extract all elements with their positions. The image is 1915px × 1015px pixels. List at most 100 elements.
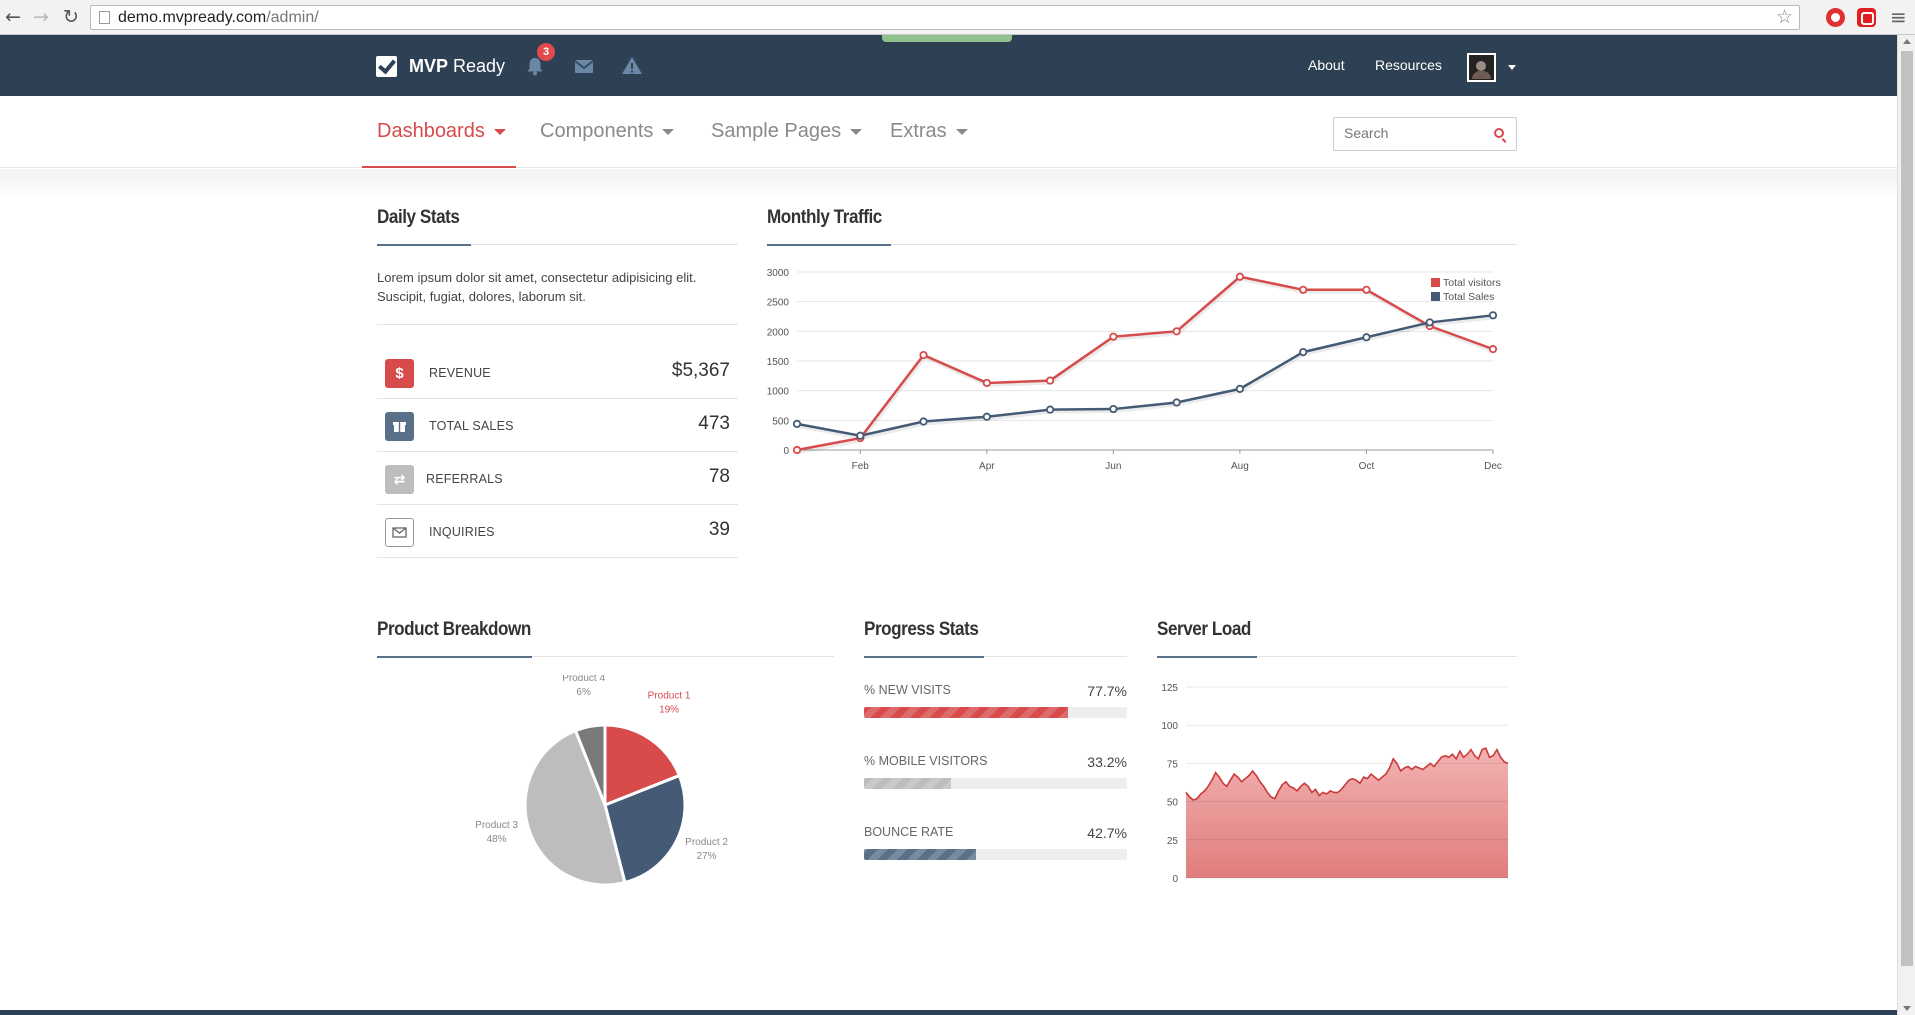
section-divider (1157, 656, 1517, 658)
x-tick-label: Jun (1105, 461, 1121, 472)
section-divider (767, 244, 1517, 246)
header-tab-indicator (882, 35, 1012, 42)
address-bar[interactable]: demo.mvpready.com/admin/ ☆ (90, 5, 1800, 30)
section-divider (377, 656, 834, 658)
resources-link[interactable]: Resources (1375, 57, 1442, 73)
data-point (1235, 384, 1245, 393)
section-divider (377, 324, 738, 325)
brand-logo[interactable]: MVP Ready (376, 53, 505, 79)
dollar-icon: $ (385, 359, 414, 388)
stat-value: 39 (708, 519, 730, 540)
extension-icon[interactable] (1826, 8, 1845, 27)
nav-components-label: Components (540, 120, 654, 142)
pie-percent-label: 27% (697, 851, 717, 862)
section-divider (377, 244, 738, 246)
pie-label: Product 1 (648, 691, 691, 702)
scroll-up-icon[interactable] (1903, 39, 1911, 44)
page-icon (99, 11, 110, 24)
data-point (982, 412, 991, 421)
extension-icon[interactable] (1857, 8, 1876, 27)
y-tick-label: 100 (1161, 721, 1178, 732)
brand-name-light: Ready (453, 55, 506, 76)
y-tick-label: 25 (1167, 836, 1179, 847)
progress-value: 42.7% (1087, 825, 1127, 841)
data-point (1045, 405, 1055, 414)
data-point (1109, 332, 1118, 341)
data-point (1362, 285, 1371, 294)
stat-label: TOTAL SALES (429, 419, 514, 433)
data-point (982, 378, 991, 388)
data-point (1235, 272, 1245, 281)
bell-icon[interactable] (524, 55, 546, 77)
data-point (1172, 327, 1181, 336)
chevron-down-icon[interactable] (1508, 65, 1516, 70)
progress-track (864, 849, 1127, 860)
warning-icon[interactable] (621, 55, 643, 77)
product-breakdown-chart: Product 1 19% Product 2 27% Product 3 48% Prod… (430, 673, 750, 915)
y-tick-label: 3000 (767, 268, 790, 279)
back-arrow-icon[interactable]: ← (5, 6, 21, 28)
nav-components[interactable]: Components (540, 120, 675, 143)
x-tick-label: Dec (1484, 461, 1502, 472)
x-tick-label: Aug (1231, 461, 1249, 472)
server-load-chart: 0 25 50 75 100 125 (1150, 670, 1520, 895)
reload-icon[interactable]: ↻ (63, 6, 79, 28)
y-tick-label: 0 (1172, 874, 1178, 885)
pie-label: Product 3 (475, 820, 518, 831)
pie-percent-label: 19% (659, 705, 679, 716)
search-icon[interactable] (1494, 128, 1504, 138)
y-tick-label: 1500 (767, 357, 790, 368)
y-tick-label: 2500 (767, 298, 790, 309)
data-point (1299, 285, 1308, 294)
daily-stats-title: Daily Stats (377, 207, 460, 228)
y-tick-label: 50 (1167, 798, 1179, 809)
progress-label: % MOBILE VISITORS (864, 754, 988, 768)
nav-dashboards-label: Dashboards (377, 120, 485, 142)
brand-name-bold: MVP (409, 55, 449, 76)
x-tick-label: Feb (852, 461, 870, 472)
bookmark-star-icon[interactable]: ☆ (1775, 6, 1793, 28)
page-scrollbar[interactable] (1897, 35, 1915, 1015)
browser-menu-icon[interactable]: ≡ (1890, 5, 1907, 29)
avatar[interactable] (1467, 53, 1496, 82)
content-shadow (0, 169, 1897, 199)
legend-label: Total Sales (1443, 291, 1494, 303)
app-header (0, 35, 1897, 96)
x-tick-label: Apr (979, 461, 995, 472)
monthly-traffic-chart: 0 500 1000 1500 2000 2500 3000 Feb Apr Jun Aug Oct D… (755, 258, 1525, 578)
search-input[interactable] (1344, 125, 1494, 141)
progress-track (864, 707, 1127, 718)
x-tick-label: Oct (1359, 461, 1375, 472)
nav-extras[interactable]: Extras (890, 120, 968, 143)
legend-label: Total visitors (1443, 277, 1501, 289)
nav-sample-pages[interactable]: Sample Pages (711, 120, 863, 143)
section-divider (864, 656, 1127, 658)
data-point (1488, 311, 1498, 320)
legend-swatch (1431, 278, 1440, 287)
scrollbar-thumb[interactable] (1901, 51, 1913, 966)
data-point (919, 350, 928, 360)
search-box (1333, 117, 1517, 151)
nav-dashboards[interactable]: Dashboards (377, 120, 506, 143)
series-line (796, 314, 1494, 438)
about-link[interactable]: About (1308, 57, 1345, 73)
y-tick-label: 0 (783, 446, 789, 457)
y-tick-label: 2000 (767, 327, 790, 338)
product-breakdown-title: Product Breakdown (377, 619, 531, 640)
browser-toolbar: ← → ↻ demo.mvpready.com/admin/ ☆ ≡ (0, 0, 1915, 35)
envelope-icon[interactable] (573, 55, 595, 77)
gift-icon (385, 412, 414, 441)
progress-stats-title: Progress Stats (864, 619, 979, 640)
envelope-icon (385, 518, 414, 547)
scroll-down-icon[interactable] (1903, 1006, 1911, 1011)
footer-bar (0, 1010, 1897, 1015)
forward-arrow-icon[interactable]: → (33, 6, 49, 28)
legend-swatch (1431, 292, 1440, 301)
y-tick-label: 125 (1161, 683, 1178, 694)
data-point (919, 417, 928, 426)
chevron-down-icon (850, 128, 863, 135)
progress-label: % NEW VISITS (864, 683, 951, 697)
pie-slice (603, 723, 682, 808)
chevron-down-icon (493, 128, 506, 135)
progress-bar-fill (864, 707, 1069, 718)
